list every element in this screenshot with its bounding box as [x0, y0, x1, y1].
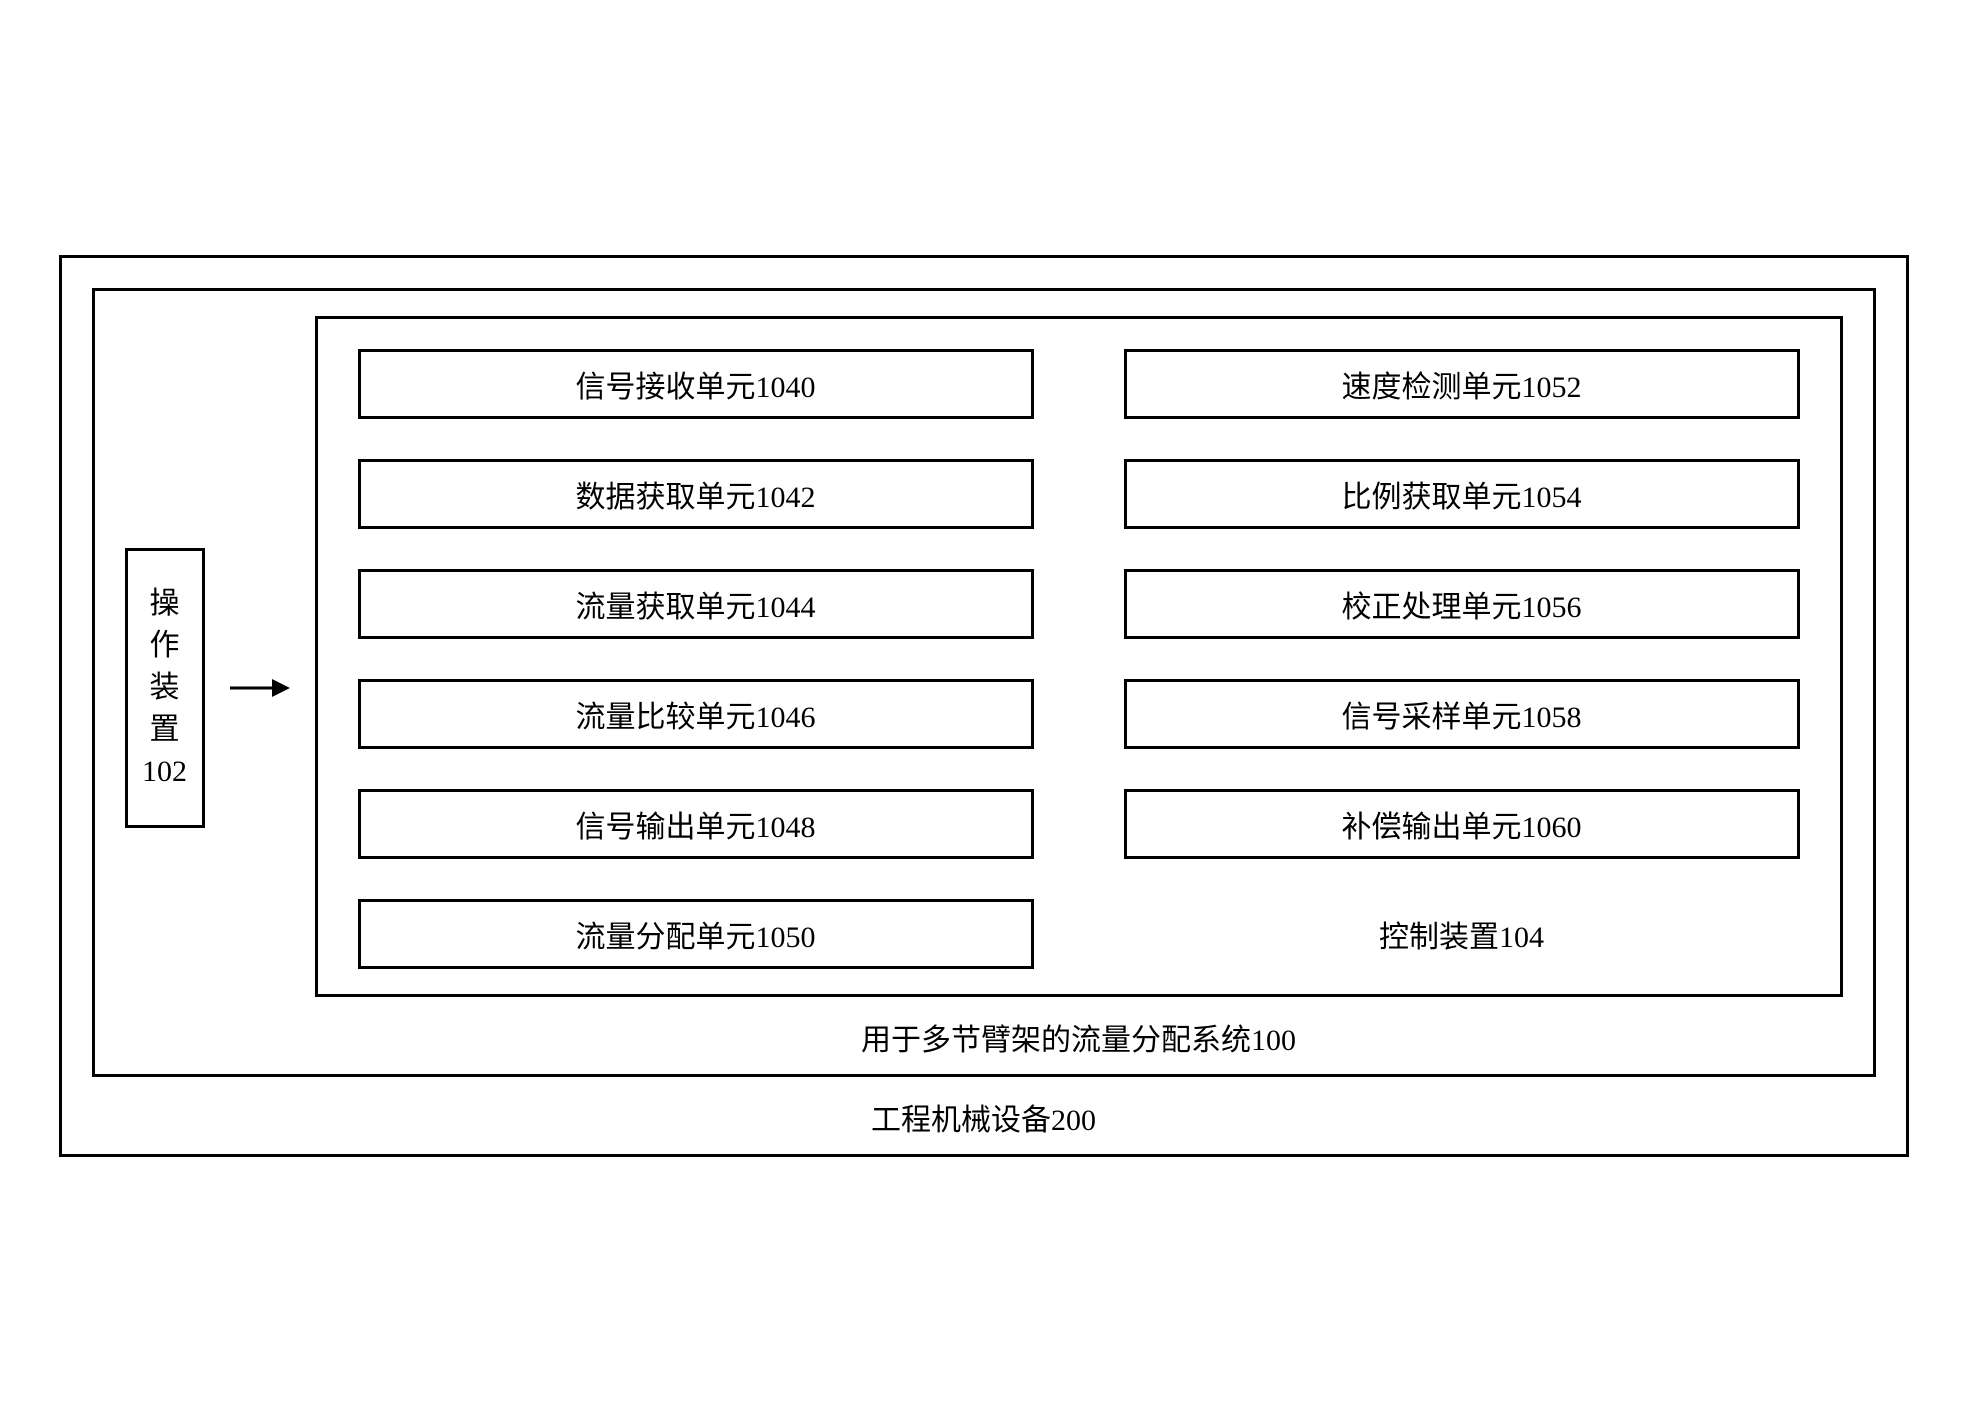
system-box: 操 作 装 置 102 信号接收单元1040 速度检测单元1052 数据获取单元…: [92, 288, 1876, 1077]
unit-compensate-output: 补偿输出单元1060: [1124, 789, 1800, 859]
operator-char-3: 装: [150, 667, 180, 709]
control-device-label-cell: 控制装置104: [1124, 899, 1800, 969]
unit-calibrate: 校正处理单元1056: [1124, 569, 1800, 639]
operator-id: 102: [142, 751, 187, 793]
unit-speed-detect: 速度检测单元1052: [1124, 349, 1800, 419]
unit-flow-compare: 流量比较单元1046: [358, 679, 1034, 749]
outer-equipment-label: 工程机械设备200: [92, 1095, 1876, 1139]
unit-flow-acquire: 流量获取单元1044: [358, 569, 1034, 639]
arrow-operator-to-control: [230, 673, 290, 703]
operator-char-2: 作: [150, 625, 180, 667]
unit-signal-output: 信号输出单元1048: [358, 789, 1034, 859]
unit-signal-receive: 信号接收单元1040: [358, 349, 1034, 419]
control-device-box: 信号接收单元1040 速度检测单元1052 数据获取单元1042 比例获取单元1…: [315, 316, 1843, 997]
unit-ratio-acquire: 比例获取单元1054: [1124, 459, 1800, 529]
operator-char-1: 操: [150, 583, 180, 625]
operator-device-box: 操 作 装 置 102: [125, 548, 205, 828]
control-device-label: 控制装置104: [1379, 912, 1544, 956]
system-inner-block: 信号接收单元1040 速度检测单元1052 数据获取单元1042 比例获取单元1…: [315, 316, 1843, 1059]
unit-flow-distribute: 流量分配单元1050: [358, 899, 1034, 969]
outer-equipment-box: 操 作 装 置 102 信号接收单元1040 速度检测单元1052 数据获取单元…: [59, 255, 1909, 1157]
operator-char-4: 置: [150, 709, 180, 751]
unit-signal-sample: 信号采样单元1058: [1124, 679, 1800, 749]
system-label: 用于多节臂架的流量分配系统100: [315, 1015, 1843, 1059]
arrow-icon: [230, 673, 290, 703]
unit-data-acquire: 数据获取单元1042: [358, 459, 1034, 529]
units-grid: 信号接收单元1040 速度检测单元1052 数据获取单元1042 比例获取单元1…: [358, 349, 1800, 969]
